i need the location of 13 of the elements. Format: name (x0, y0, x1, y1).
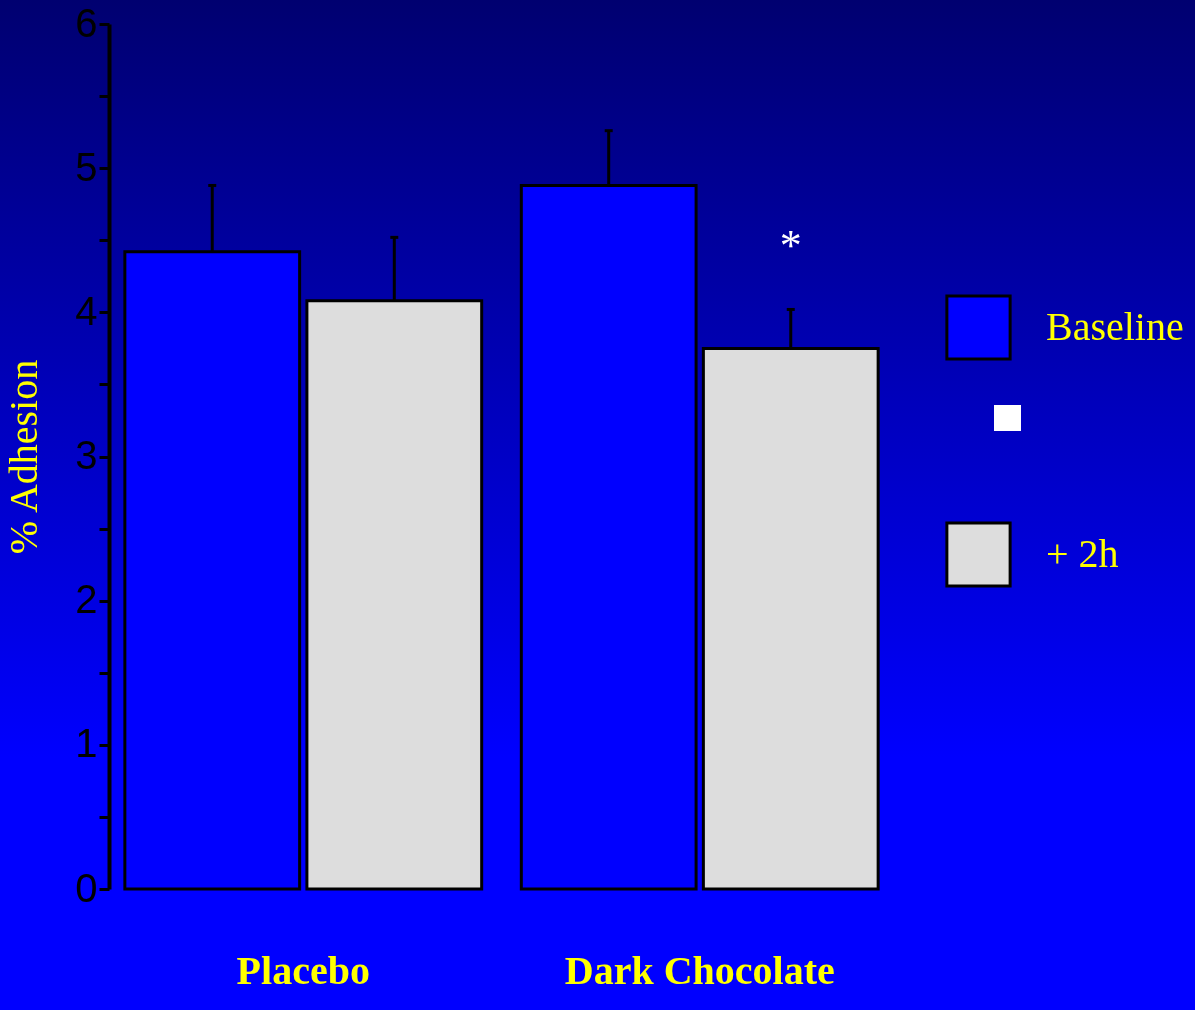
y-tick-label: 6 (75, 0, 98, 45)
x-tick-label: Placebo (236, 947, 370, 993)
y-tick-label: 0 (75, 865, 98, 910)
x-tick-label: Dark Chocolate (564, 947, 835, 993)
y-axis-title: % Adhesion (1, 359, 47, 555)
legend-label: Baseline (1046, 303, 1184, 349)
y-tick-label: 5 (75, 144, 98, 189)
y-tick-label: 2 (75, 577, 98, 622)
annotation: * (779, 221, 802, 271)
y-tick-label: 1 (75, 721, 98, 766)
legend-label: + 2h (1046, 530, 1119, 576)
y-tick-label: 4 (75, 288, 98, 333)
y-tick-label: 3 (75, 433, 98, 477)
